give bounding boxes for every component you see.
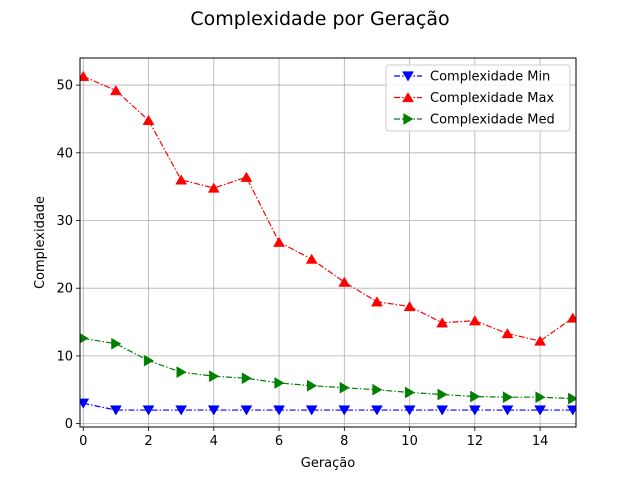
data-point — [80, 70, 90, 81]
x-axis-label: Geração — [301, 456, 355, 471]
data-point — [176, 366, 187, 379]
legend-label: Complexidade Min — [430, 70, 550, 85]
data-point — [437, 388, 448, 401]
series-min — [80, 398, 576, 416]
y-tick-label: 20 — [56, 282, 73, 297]
data-point — [371, 296, 383, 307]
x-tick-label: 2 — [144, 434, 152, 449]
x-tick-label: 8 — [340, 434, 348, 449]
legend-marker — [403, 113, 414, 125]
data-point — [305, 253, 318, 264]
data-point — [241, 372, 252, 385]
data-point — [142, 114, 155, 125]
data-point — [468, 405, 481, 416]
x-tick-label: 14 — [532, 434, 549, 449]
data-point — [566, 405, 576, 416]
data-point — [305, 405, 318, 416]
legend-box — [385, 64, 571, 132]
data-point — [535, 391, 546, 404]
data-point — [109, 85, 122, 96]
series-line — [83, 75, 574, 342]
series-med — [80, 333, 576, 405]
legend-entry: Complexidade Min — [394, 70, 550, 85]
legend-entry: Complexidade Max — [394, 91, 554, 106]
x-tick-label: 10 — [401, 434, 418, 449]
data-point — [502, 391, 513, 404]
data-point — [143, 354, 154, 367]
data-point — [338, 276, 351, 287]
y-tick-label: 0 — [65, 417, 73, 432]
data-point — [470, 390, 481, 403]
series-line — [83, 402, 573, 411]
data-point — [436, 317, 449, 328]
data-point — [338, 405, 351, 416]
series-max — [80, 70, 576, 346]
data-point — [534, 405, 547, 416]
data-point — [209, 370, 220, 383]
data-point — [273, 405, 285, 416]
data-point — [404, 386, 416, 399]
legend: Complexidade Min Complexidade Max Complexi… — [385, 64, 571, 132]
data-point — [240, 171, 253, 182]
plot-frame — [79, 57, 577, 428]
data-point — [534, 335, 547, 346]
legend-marker — [402, 71, 414, 82]
data-point — [111, 337, 122, 350]
data-point — [175, 405, 188, 416]
x-tick-label: 4 — [210, 434, 218, 449]
chart-title: Complexidade por Geração — [190, 8, 449, 30]
data-point — [403, 301, 416, 312]
data-point — [371, 405, 383, 416]
data-point — [240, 405, 253, 416]
data-point — [80, 333, 89, 344]
legend-entry: Complexidade Med — [394, 113, 555, 128]
data-point — [568, 392, 576, 405]
data-point — [501, 328, 514, 339]
legend-marker — [402, 92, 414, 103]
data-point — [109, 405, 122, 416]
data-point — [436, 405, 449, 416]
data-point — [274, 377, 285, 389]
series-line — [83, 337, 573, 400]
ticks: 0 2 4 6 8 10 12 14 0 10 20 30 40 50 — [56, 79, 548, 449]
x-tick-label: 6 — [275, 434, 283, 449]
x-tick-label: 0 — [79, 434, 87, 449]
data-point — [372, 383, 383, 396]
data-point — [339, 381, 350, 394]
data-point — [175, 174, 188, 185]
y-tick-label: 30 — [56, 214, 73, 229]
data-point — [403, 405, 416, 416]
series-layer — [80, 70, 576, 416]
y-tick-label: 10 — [56, 349, 73, 364]
data-point — [273, 236, 285, 247]
data-point — [468, 315, 481, 326]
y-tick-label: 40 — [56, 146, 73, 161]
data-point — [80, 398, 90, 409]
data-point — [207, 182, 220, 193]
data-point — [566, 312, 576, 323]
legend-label: Complexidade Max — [430, 91, 554, 106]
data-point — [142, 405, 155, 416]
x-tick-label: 12 — [467, 434, 484, 449]
data-point — [307, 379, 318, 392]
y-axis-label: Complexidade — [33, 196, 48, 289]
data-point — [501, 405, 514, 416]
legend-label: Complexidade Med — [430, 113, 555, 128]
y-tick-label: 50 — [56, 79, 73, 94]
data-point — [207, 405, 220, 416]
